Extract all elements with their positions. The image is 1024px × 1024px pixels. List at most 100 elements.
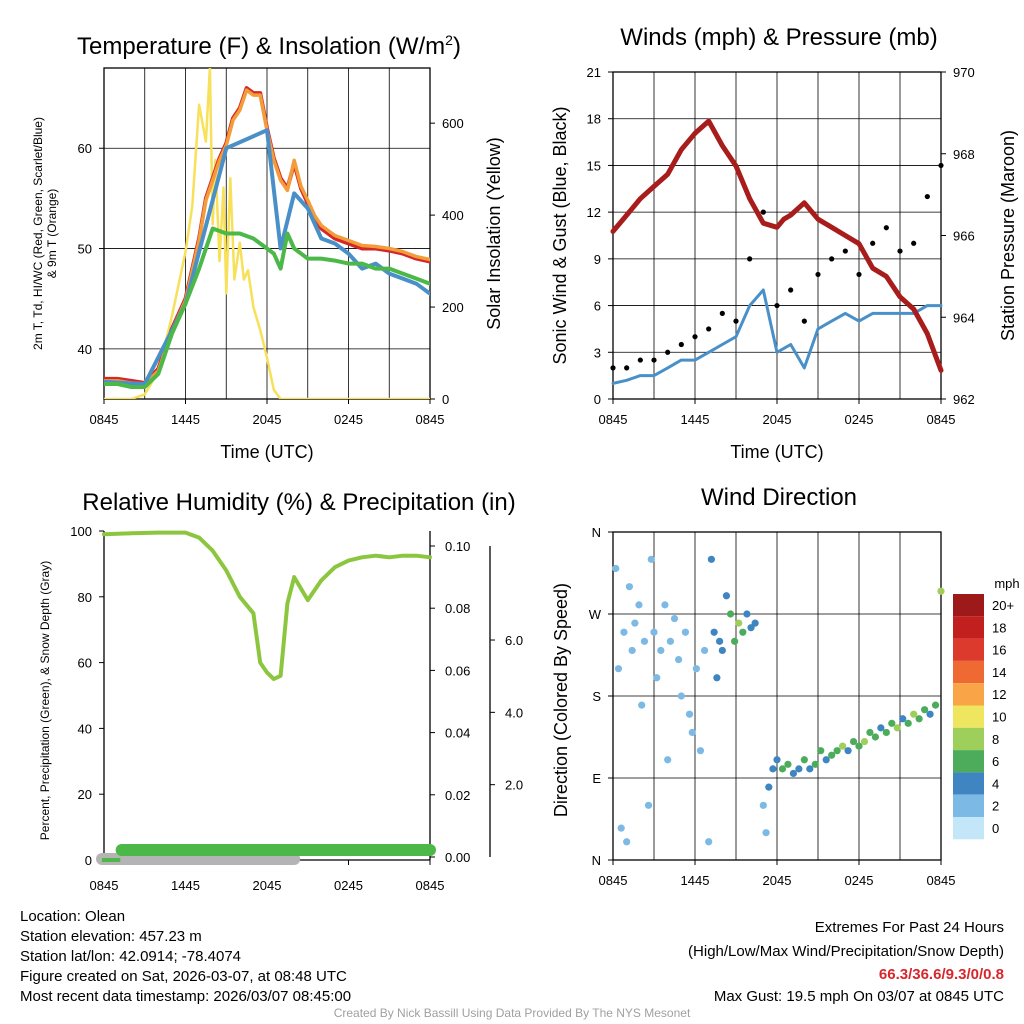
direction-point xyxy=(705,838,713,846)
x-tick-label: 0845 xyxy=(90,878,119,893)
y-tick-label: 50 xyxy=(78,242,92,257)
direction-point xyxy=(716,637,724,645)
direction-point xyxy=(860,737,869,746)
colorbar-label: 8 xyxy=(992,732,999,747)
direction-point xyxy=(822,756,830,764)
y-tick-label: 6 xyxy=(594,299,601,314)
direction-point xyxy=(877,724,885,732)
colorbar-swatch xyxy=(953,750,984,773)
direction-point xyxy=(635,601,643,609)
y-axis-label: Percent, Precipitation (Green), & Snow D… xyxy=(38,561,52,840)
x-tick-label: 0845 xyxy=(599,873,628,888)
direction-point xyxy=(926,710,934,718)
direction-point xyxy=(893,724,901,732)
colorbar-label: 6 xyxy=(992,754,999,769)
gust-point xyxy=(719,310,725,316)
gust-point xyxy=(801,318,807,324)
direction-point xyxy=(795,765,803,773)
direction-point xyxy=(677,692,685,700)
created-text: Figure created on Sat, 2026-03-07, at 08… xyxy=(20,968,347,985)
panel-title: Winds (mph) & Pressure (mb) xyxy=(620,24,937,51)
gust-point xyxy=(651,357,657,363)
credit-text: Created By Nick Bassill Using Data Provi… xyxy=(333,1006,691,1020)
direction-point xyxy=(620,628,628,636)
gust-point xyxy=(924,193,930,200)
y-tick-label: S xyxy=(592,689,601,704)
direction-point xyxy=(670,614,679,623)
x-tick-label: 1445 xyxy=(171,878,200,893)
direction-point xyxy=(751,619,759,627)
direction-point xyxy=(640,637,649,645)
max-gust-text: Max Gust: 19.5 mph On 03/07 at 0845 UTC xyxy=(713,988,1004,1005)
colorbar-label: 4 xyxy=(992,776,999,791)
extremes-subtitle: (High/Low/Max Wind/Precipitation/Snow De… xyxy=(688,943,1004,960)
direction-point xyxy=(871,733,880,741)
humidity-panel: 0845 1445 2045 0245 0845 0 20 40 60 80 100 0.00 0.02… xyxy=(38,489,523,893)
gust-point xyxy=(665,349,671,355)
direction-point xyxy=(614,665,623,673)
colorbar-swatch xyxy=(953,594,984,617)
title-main: Temperature (F) & Insolation (W/m xyxy=(77,33,445,60)
title-end: ) xyxy=(453,33,461,60)
y2-axis-label: Solar Insolation (Yellow) xyxy=(484,137,504,329)
direction-point xyxy=(784,760,792,768)
direction-point xyxy=(631,619,639,627)
snow-tick-label: 6.0 xyxy=(505,633,523,648)
direction-point xyxy=(644,801,653,809)
colorbar-label: 0 xyxy=(992,821,999,836)
direction-point xyxy=(675,655,683,664)
y-tick-label: 9 xyxy=(594,252,601,267)
colorbar-label: 20+ xyxy=(992,598,1014,613)
x-tick-label: 2045 xyxy=(253,412,282,427)
wind-direction-panel: 0845 1445 2045 0245 0845 N E S W N Wind Direction D… xyxy=(551,484,1020,888)
gust-point xyxy=(692,334,698,340)
direction-point xyxy=(778,765,787,773)
direction-point xyxy=(666,637,675,645)
y-axis-label: & 9m T (Orange) xyxy=(45,189,59,279)
y-tick-label: 3 xyxy=(594,345,601,360)
y-axis-label: Direction (Colored By Speed) xyxy=(551,583,571,817)
direction-point xyxy=(806,765,814,773)
x-tick-label: 0245 xyxy=(845,412,874,427)
direction-point xyxy=(828,751,836,759)
direction-point xyxy=(899,715,907,723)
colorbar-swatch xyxy=(953,817,984,840)
colorbar-swatch xyxy=(953,660,984,684)
gust-point xyxy=(747,256,753,262)
colorbar-swatch xyxy=(953,772,984,795)
gust-point xyxy=(678,341,684,348)
x-tick-label: 0845 xyxy=(927,873,956,888)
direction-point xyxy=(647,555,655,563)
y-tick-label: E xyxy=(592,771,601,786)
colorbar-swatch xyxy=(953,638,984,661)
y-tick-label: 20 xyxy=(78,787,92,802)
gust-point xyxy=(842,248,848,254)
gust-point xyxy=(829,256,835,262)
direction-point xyxy=(688,728,696,737)
direction-point xyxy=(696,747,705,755)
x-tick-label: 0845 xyxy=(599,412,628,427)
gust-point xyxy=(760,209,766,215)
series-relative-humidity xyxy=(102,530,432,681)
x-tick-label: 1445 xyxy=(681,873,710,888)
y2-tick-label: 962 xyxy=(953,392,975,407)
direction-point xyxy=(685,710,694,718)
y-tick-label: 40 xyxy=(78,721,92,736)
direction-point xyxy=(937,587,945,595)
x-tick-label: 0245 xyxy=(334,412,363,427)
colorbar-swatch xyxy=(953,727,984,751)
direction-point xyxy=(707,555,716,563)
y2-tick-label: 0 xyxy=(442,392,449,407)
series-sonic-wind xyxy=(611,288,943,385)
direction-point xyxy=(849,737,858,746)
y-tick-label: N xyxy=(592,853,601,868)
extremes-info: Extremes For Past 24 Hours (High/Low/Max… xyxy=(688,918,1004,1007)
snow-tick-label: 2.0 xyxy=(505,778,523,793)
x-axis-label: Time (UTC) xyxy=(220,442,313,462)
colorbar-swatch xyxy=(953,616,984,639)
precip-tick-label: 0.02 xyxy=(445,788,470,803)
y2-tick-label: 968 xyxy=(953,147,975,162)
gust-point xyxy=(815,271,821,278)
direction-point xyxy=(833,747,841,755)
direction-point xyxy=(617,824,625,832)
